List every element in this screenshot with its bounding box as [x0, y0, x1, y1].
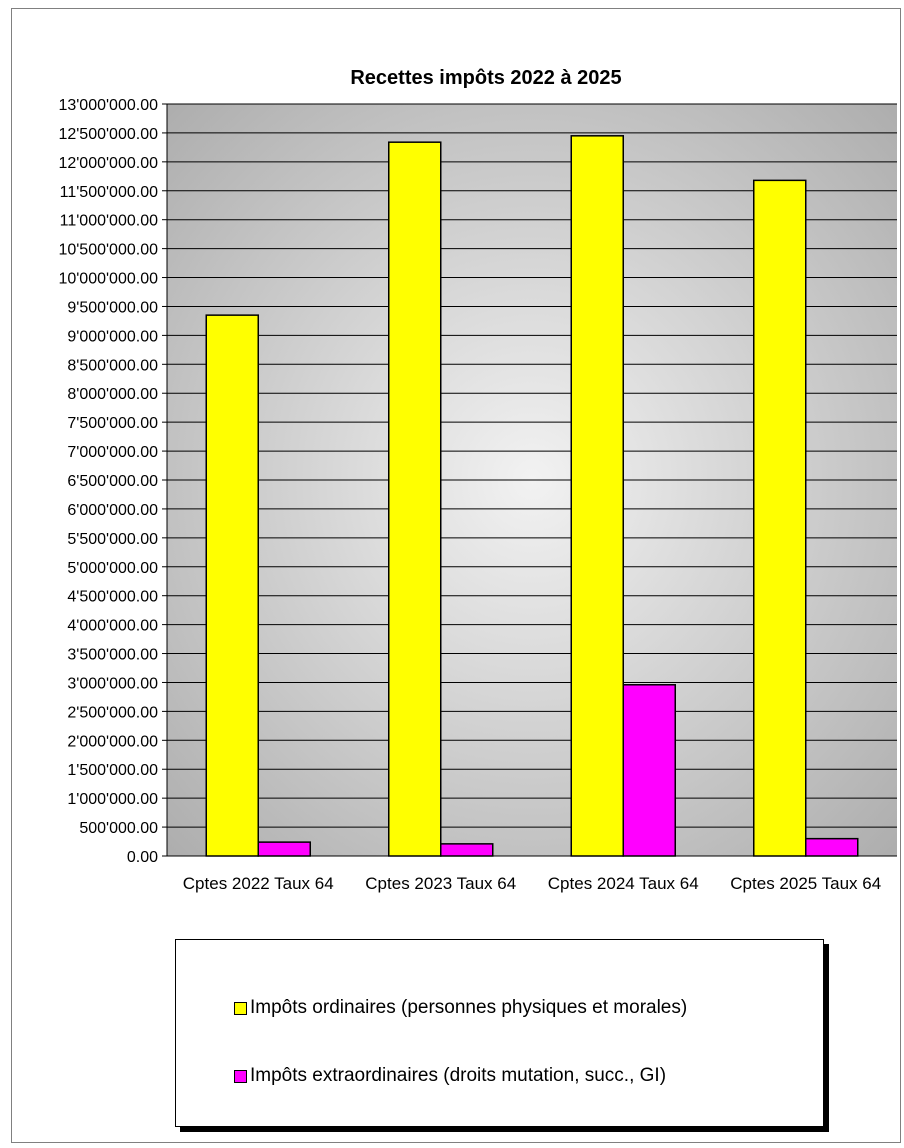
y-tick-label: 12'000'000.00: [58, 155, 158, 172]
y-tick-label: 500'000.00: [79, 820, 158, 837]
y-tick-label: 0.00: [127, 849, 158, 866]
legend-label-ordinaires: Impôts ordinaires (personnes physiques e…: [250, 997, 688, 1018]
x-tick-label: Cptes 2023 Taux 64: [365, 874, 516, 893]
bar-extraordinaires: [805, 837, 859, 857]
y-tick-label: 7'500'000.00: [67, 415, 158, 432]
y-tick-label: 5'000'000.00: [67, 560, 158, 577]
bar-chart: Recettes impôts 2022 à 2025 0.00 500'000.…: [58, 67, 897, 893]
legend-swatch-yellow: [234, 1001, 247, 1015]
bar-ordinaires: [388, 141, 442, 857]
y-tick-label: 12'500'000.00: [58, 126, 158, 143]
legend: Impôts ordinaires (personnes physiques e…: [175, 939, 824, 1127]
y-tick-label: 2'500'000.00: [67, 704, 158, 721]
x-tick-label: Cptes 2022 Taux 64: [183, 874, 334, 893]
legend-item-ordinaires: Impôts ordinaires (personnes physiques e…: [234, 997, 687, 1019]
bar-extraordinaires: [622, 684, 676, 857]
y-tick-label: 11'500'000.00: [60, 184, 158, 201]
legend-swatch-magenta: [234, 1069, 247, 1083]
y-tick-label: 7'000'000.00: [67, 444, 158, 461]
y-tick-label: 1'500'000.00: [67, 762, 158, 779]
y-tick-label: 11'000'000.00: [60, 213, 158, 230]
y-tick-label: 6'500'000.00: [67, 473, 158, 490]
bar-ordinaires: [570, 135, 624, 857]
y-tick-label: 3'500'000.00: [67, 647, 158, 664]
y-tick-label: 6'000'000.00: [67, 502, 158, 519]
legend-label-extraordinaires: Impôts extraordinaires (droits mutation,…: [250, 1065, 667, 1086]
bar-ordinaires: [205, 314, 259, 857]
y-tick-label: 8'500'000.00: [67, 357, 158, 374]
y-tick-label: 1'000'000.00: [67, 791, 158, 808]
bar-extraordinaires: [257, 841, 311, 857]
y-tick-label: 4'500'000.00: [67, 589, 158, 606]
chart-frame: Recettes impôts 2022 à 2025 0.00 500'000.…: [11, 8, 901, 1143]
y-tick-label: 4'000'000.00: [67, 618, 158, 635]
x-tick-label: Cptes 2024 Taux 64: [548, 874, 699, 893]
y-tick-label: 9'500'000.00: [67, 299, 158, 316]
plot-area: 0.00 500'000.00 1'000'000.00 1'500'000.00 2'…: [58, 97, 897, 893]
y-tick-label: 10'000'000.00: [58, 271, 158, 288]
legend-item-extraordinaires: Impôts extraordinaires (droits mutation,…: [234, 1065, 666, 1087]
y-tick-label: 8'000'000.00: [67, 386, 158, 403]
bar-extraordinaires: [440, 843, 494, 857]
chart-title: Recettes impôts 2022 à 2025: [350, 67, 621, 89]
y-tick-label: 9'000'000.00: [67, 328, 158, 345]
y-tick-label: 13'000'000.00: [58, 97, 158, 114]
y-tick-label: 5'500'000.00: [67, 531, 158, 548]
y-tick-label: 2'000'000.00: [67, 733, 158, 750]
y-tick-label: 3'000'000.00: [67, 675, 158, 692]
x-tick-label: Cptes 2025 Taux 64: [730, 874, 881, 893]
y-tick-label: 10'500'000.00: [58, 242, 158, 259]
bar-ordinaires: [753, 179, 807, 857]
